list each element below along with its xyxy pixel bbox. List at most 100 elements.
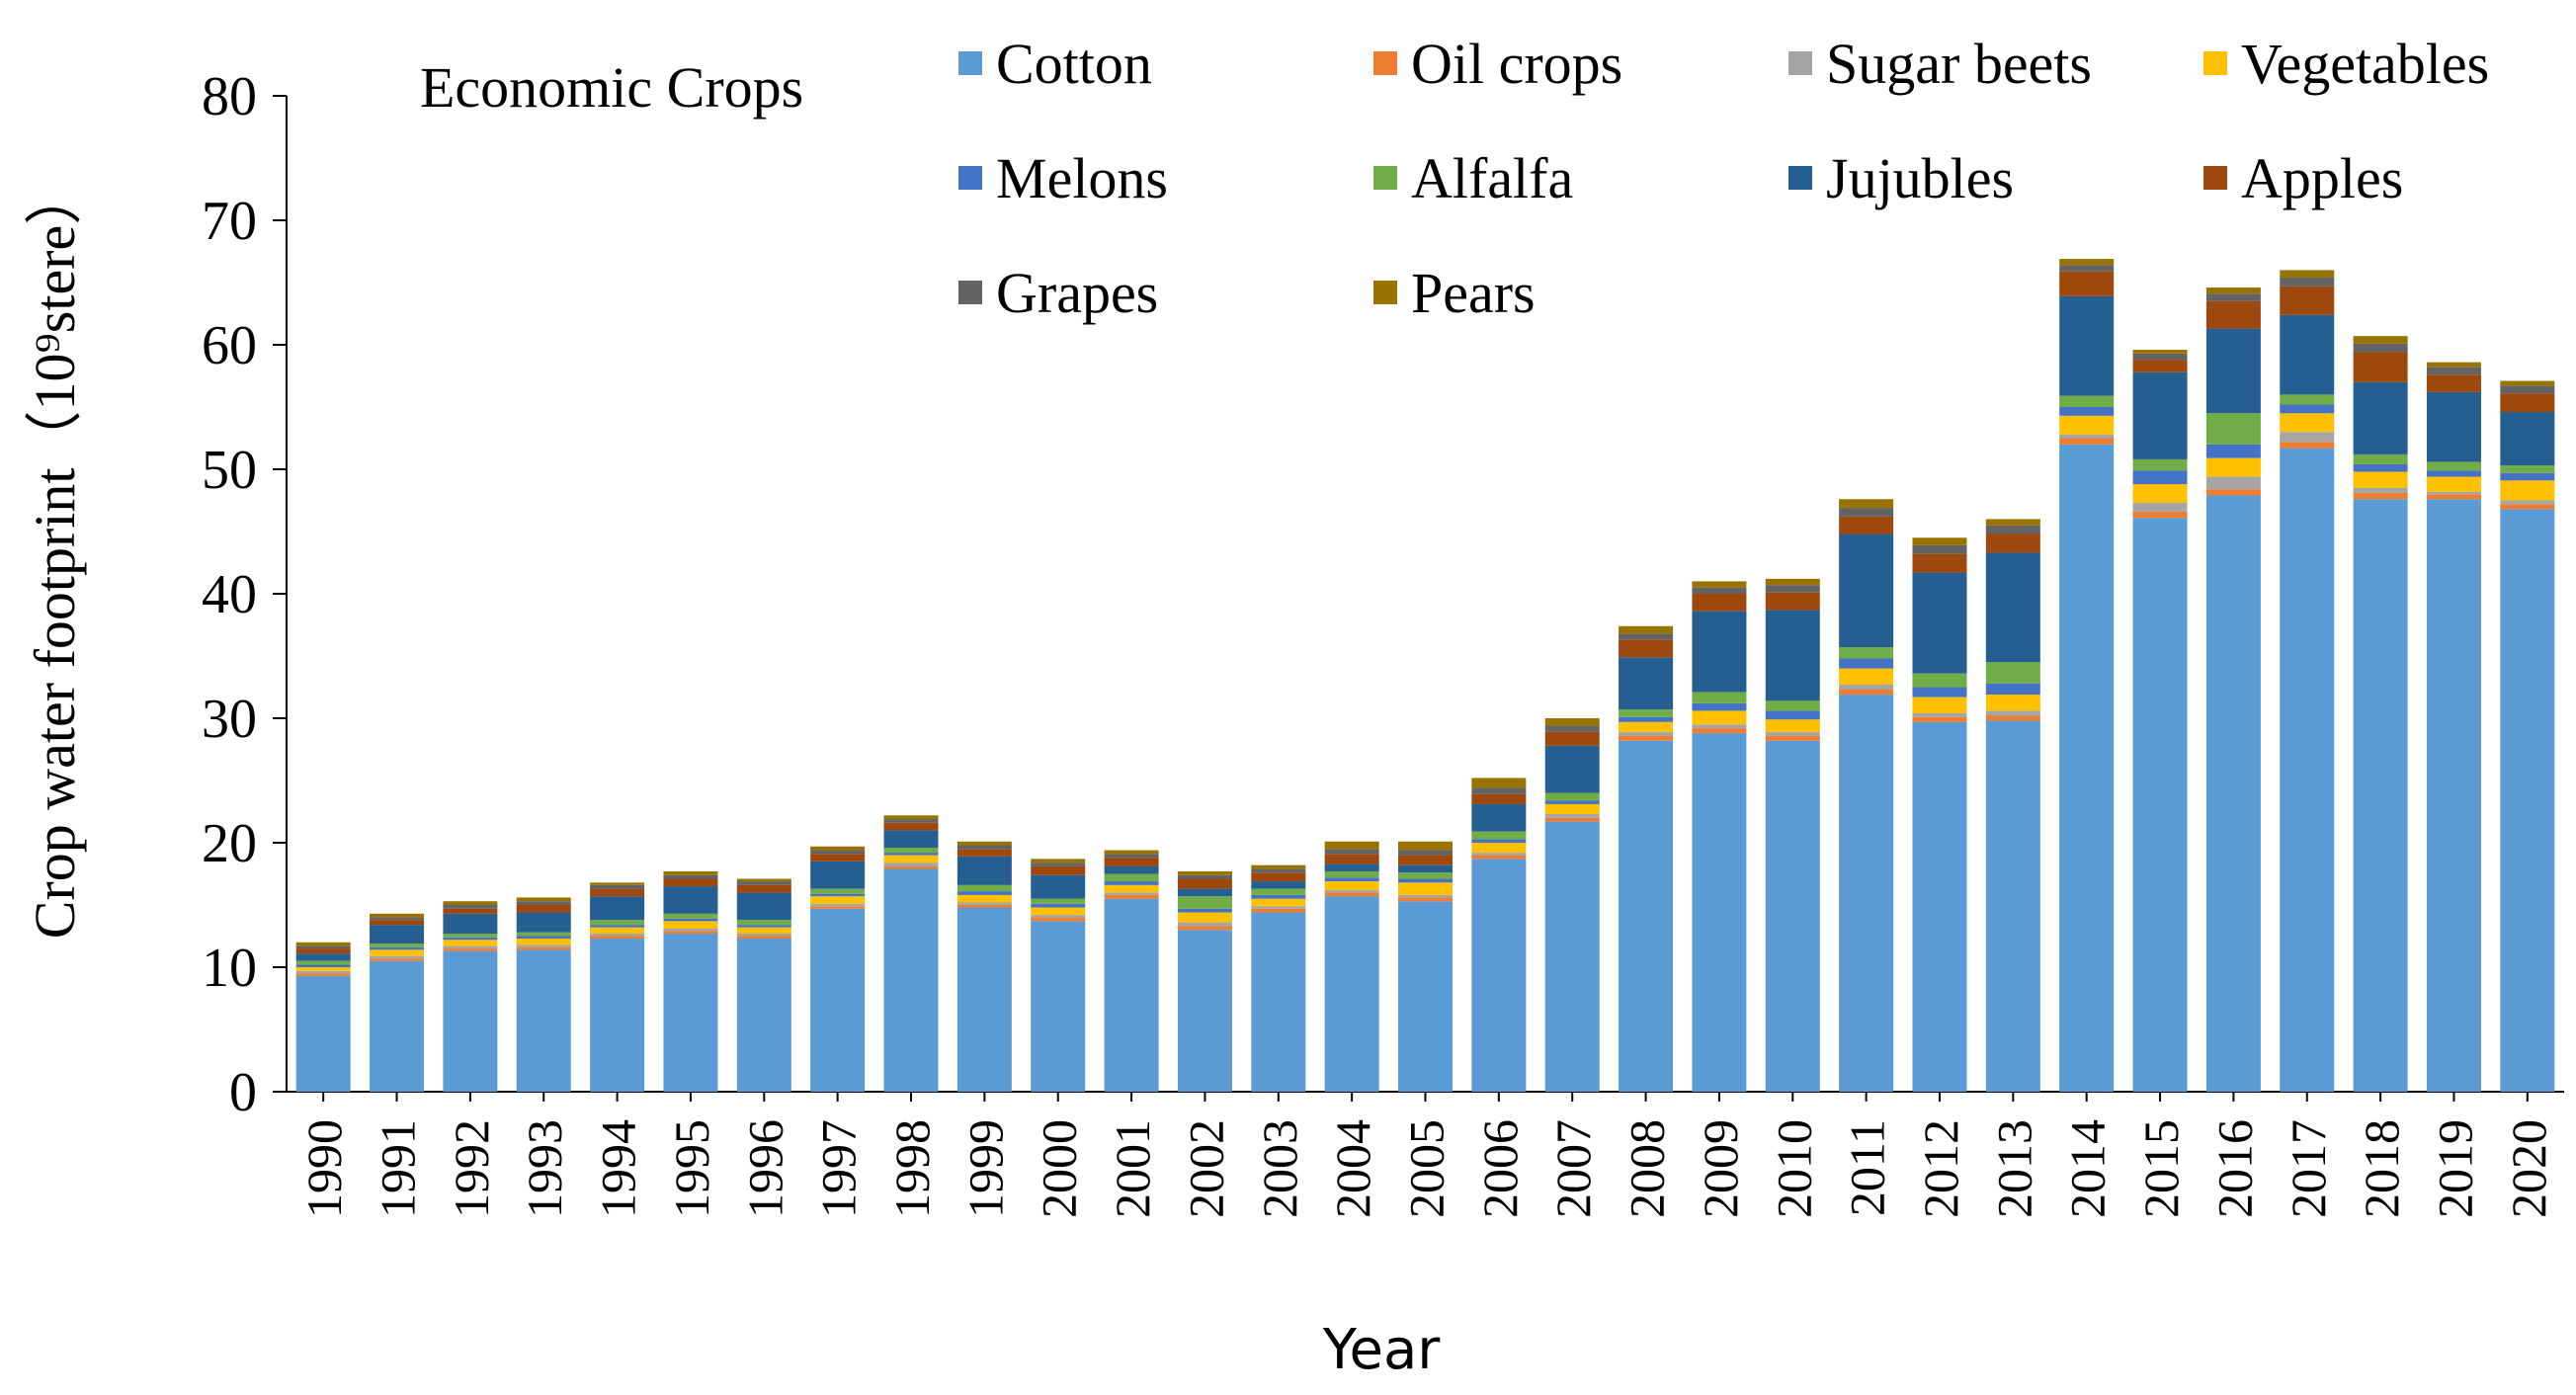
y-tick-label: 60: [202, 315, 257, 376]
bar-grapes-1997: [810, 850, 866, 855]
x-tick-label: 2003: [1252, 1119, 1307, 1218]
legend-item-oil-crops: Oil crops: [1373, 32, 1622, 96]
bar-apples-2007: [1544, 731, 1600, 746]
bar-vegetables-2007: [1544, 803, 1600, 815]
bar-pears-2009: [1692, 581, 1747, 588]
bar-melons-1991: [370, 946, 425, 950]
bar-group-2007: [1544, 718, 1600, 1092]
bar-melons-1995: [663, 918, 718, 922]
bar-oil-crops-2020: [2500, 504, 2555, 510]
y-tick-label: 80: [202, 66, 257, 127]
bar-apples-2008: [1619, 639, 1674, 658]
bar-alfalfa-2011: [1839, 647, 1894, 659]
bar-pears-2015: [2132, 350, 2188, 354]
bar-cotton-2013: [1985, 720, 2040, 1092]
bar-group-1996: [736, 878, 791, 1092]
bar-grapes-1995: [663, 874, 718, 879]
bar-sugar-beets-2015: [2132, 503, 2188, 512]
bar-apples-2006: [1471, 793, 1527, 804]
bar-cotton-1997: [810, 908, 866, 1092]
bar-apples-2000: [1031, 865, 1086, 875]
bar-alfalfa-2007: [1544, 792, 1600, 801]
bar-vegetables-2003: [1251, 898, 1306, 907]
y-axis-title: Crop water footprint（10⁹stere）: [23, 168, 87, 939]
bar-sugar-beets-1996: [736, 933, 791, 937]
bar-melons-2014: [2059, 407, 2115, 416]
bar-pears-2005: [1398, 841, 1453, 851]
bar-melons-1996: [736, 925, 791, 928]
bar-group-2005: [1398, 841, 1453, 1092]
bar-melons-2010: [1765, 710, 1820, 720]
bar-oil-crops-2011: [1839, 690, 1894, 696]
bar-vegetables-2020: [2500, 480, 2555, 501]
bar-oil-crops-2000: [1031, 917, 1086, 922]
bar-pears-1990: [295, 942, 351, 946]
bar-apples-2019: [2426, 374, 2481, 392]
bar-apples-2018: [2353, 352, 2408, 382]
bar-vegetables-1996: [736, 927, 791, 934]
bar-jujubles-1999: [956, 856, 1012, 885]
bar-pears-1991: [370, 913, 425, 918]
bar-jujubles-2015: [2132, 371, 2188, 459]
bar-cotton-2001: [1104, 898, 1159, 1092]
bar-pears-1992: [443, 901, 498, 905]
bar-group-2016: [2205, 287, 2261, 1093]
bar-melons-1997: [810, 893, 866, 897]
x-tick-label: 2008: [1620, 1119, 1675, 1218]
bar-alfalfa-2009: [1692, 692, 1747, 703]
bar-pears-2001: [1104, 850, 1159, 855]
bar-grapes-2002: [1177, 874, 1232, 879]
bar-grapes-1993: [516, 901, 571, 905]
bar-apples-1996: [736, 884, 791, 893]
bar-melons-2011: [1839, 658, 1894, 669]
bar-cotton-2005: [1398, 901, 1453, 1092]
bar-group-2010: [1765, 578, 1820, 1092]
bar-apples-2012: [1912, 553, 1967, 573]
bar-melons-1993: [516, 936, 571, 940]
bar-vegetables-2002: [1177, 912, 1232, 923]
bar-pears-1997: [810, 846, 866, 851]
bar-apples-2017: [2280, 286, 2335, 315]
x-tick-label: 2009: [1693, 1119, 1748, 1218]
bar-group-2004: [1324, 841, 1379, 1092]
y-tick-label: 50: [202, 440, 257, 501]
bar-grapes-1996: [736, 881, 791, 885]
bar-melons-2008: [1619, 716, 1674, 722]
legend-item-grapes: Grapes: [958, 261, 1158, 325]
legend-item-alfalfa: Alfalfa: [1373, 146, 1573, 210]
bar-group-1992: [443, 901, 498, 1092]
x-tick-label: 2011: [1840, 1119, 1895, 1216]
bar-oil-crops-2005: [1398, 897, 1453, 902]
bar-alfalfa-2019: [2426, 461, 2481, 471]
bar-vegetables-2014: [2059, 415, 2115, 435]
x-tick-label: 1993: [517, 1119, 572, 1218]
bar-group-2000: [1031, 859, 1086, 1092]
bar-group-2001: [1104, 850, 1159, 1092]
bar-alfalfa-1992: [443, 933, 498, 938]
bar-alfalfa-2008: [1619, 709, 1674, 717]
bar-sugar-beets-2001: [1104, 892, 1159, 895]
bar-oil-crops-2019: [2426, 494, 2481, 500]
bar-melons-2004: [1324, 877, 1379, 882]
bar-jujubles-1996: [736, 892, 791, 921]
y-tick-label: 20: [202, 813, 257, 874]
bar-sugar-beets-2010: [1765, 731, 1820, 736]
x-tick-label: 2018: [2354, 1119, 2409, 1218]
x-tick-label: 2004: [1325, 1119, 1380, 1218]
x-tick-label: 2005: [1399, 1119, 1454, 1218]
bar-cotton-2010: [1765, 740, 1820, 1092]
bar-sugar-beets-1997: [810, 903, 866, 907]
bar-sugar-beets-1999: [956, 902, 1012, 905]
bar-vegetables-2004: [1324, 881, 1379, 890]
bar-jujubles-2019: [2426, 391, 2481, 462]
bar-sugar-beets-1994: [590, 933, 645, 937]
x-axis-title: Year: [1322, 1318, 1442, 1382]
x-tick-label: 2012: [1913, 1119, 1968, 1218]
bar-melons-1990: [295, 964, 351, 967]
x-tick-label: 2019: [2427, 1119, 2482, 1218]
bar-alfalfa-2006: [1471, 831, 1527, 840]
bar-grapes-2005: [1398, 850, 1453, 856]
bar-melons-2002: [1177, 908, 1232, 913]
legend-item-sugar-beets: Sugar beets: [1788, 32, 2092, 96]
